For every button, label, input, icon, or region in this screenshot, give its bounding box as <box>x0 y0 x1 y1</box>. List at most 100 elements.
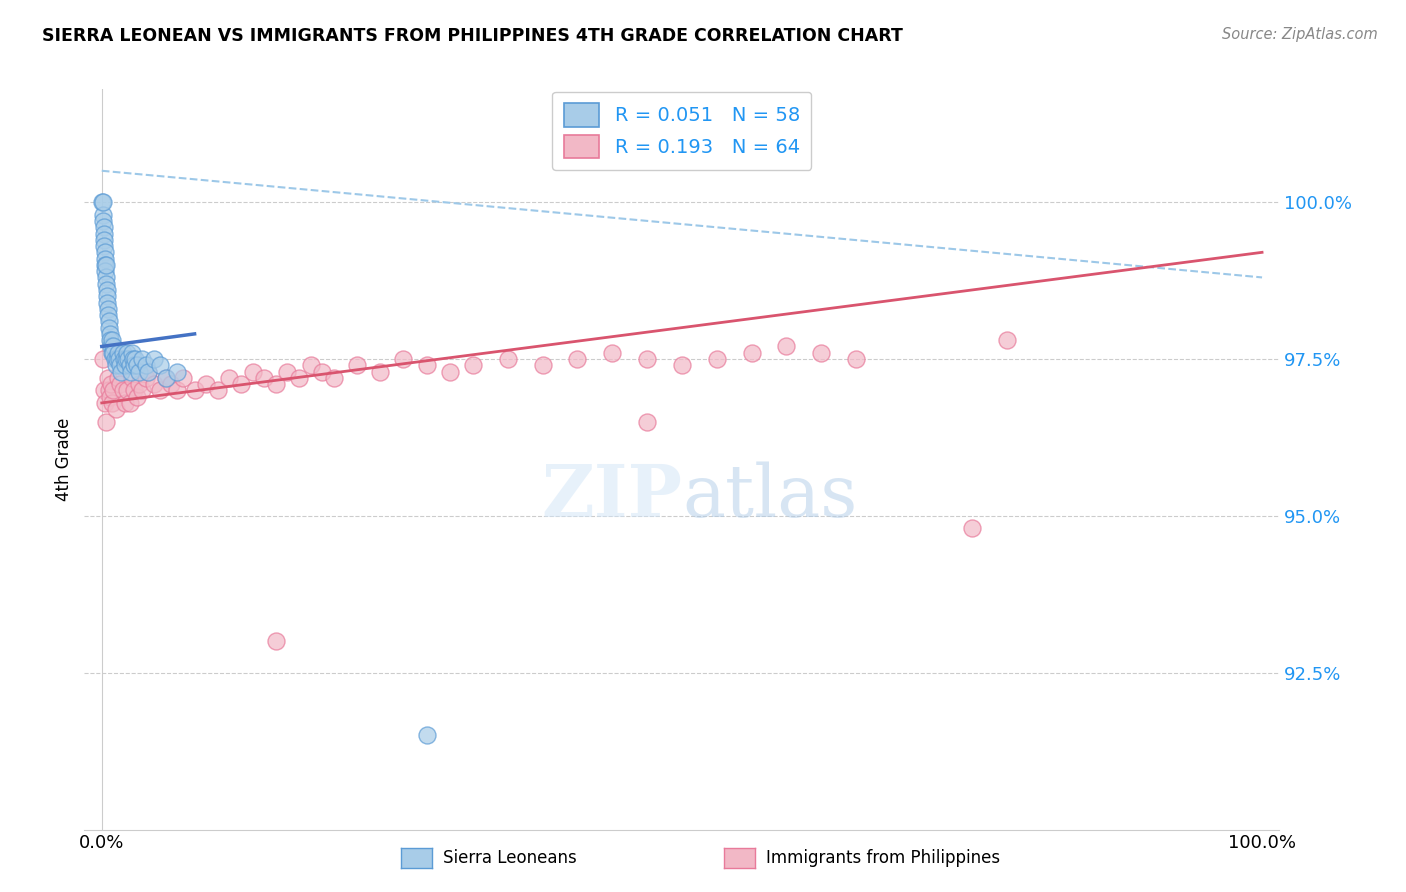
Point <box>671 358 693 372</box>
Point <box>143 377 166 392</box>
Text: ZIP: ZIP <box>541 461 682 532</box>
Point <box>125 358 148 372</box>
Point <box>346 358 368 372</box>
Y-axis label: 4th Grade: 4th Grade <box>55 417 73 501</box>
Point <box>91 195 114 210</box>
Legend: R = 0.051   N = 58, R = 0.193   N = 64: R = 0.051 N = 58, R = 0.193 N = 64 <box>553 92 811 170</box>
Point <box>93 227 115 241</box>
Point <box>104 358 127 372</box>
Point <box>114 358 136 372</box>
Point <box>97 384 120 398</box>
Point <box>91 214 114 228</box>
Point <box>100 345 122 359</box>
Point <box>135 371 157 385</box>
Point <box>96 289 118 303</box>
Point <box>117 351 139 366</box>
Point <box>392 351 415 366</box>
Point <box>94 252 117 266</box>
Point <box>118 396 141 410</box>
Point <box>531 358 554 372</box>
Point <box>93 233 115 247</box>
Point <box>110 365 132 379</box>
Point <box>439 365 461 379</box>
Point <box>299 358 322 372</box>
Point <box>311 365 333 379</box>
Point <box>103 351 125 366</box>
Point <box>122 351 145 366</box>
Point <box>172 371 194 385</box>
Point <box>195 377 218 392</box>
Point <box>94 258 117 272</box>
Point <box>143 351 166 366</box>
Point <box>100 339 122 353</box>
Point <box>121 345 143 359</box>
Point <box>264 377 287 392</box>
Point <box>121 371 143 385</box>
Point <box>242 365 264 379</box>
Point <box>706 351 728 366</box>
Point <box>97 314 120 328</box>
Point <box>101 333 124 347</box>
Point <box>105 351 128 366</box>
Point <box>104 402 127 417</box>
Point <box>322 371 344 385</box>
Point <box>741 345 763 359</box>
Point <box>103 345 125 359</box>
Text: Sierra Leoneans: Sierra Leoneans <box>443 849 576 867</box>
Point <box>276 365 298 379</box>
Point <box>117 345 139 359</box>
Point <box>166 365 188 379</box>
Point <box>111 345 134 359</box>
Point <box>636 351 658 366</box>
Point <box>101 339 124 353</box>
Point <box>107 371 129 385</box>
Point <box>97 301 120 316</box>
Point <box>120 365 142 379</box>
Point <box>135 358 157 372</box>
Point <box>845 351 868 366</box>
Point <box>810 345 832 359</box>
Point <box>96 415 118 429</box>
Text: SIERRA LEONEAN VS IMMIGRANTS FROM PHILIPPINES 4TH GRADE CORRELATION CHART: SIERRA LEONEAN VS IMMIGRANTS FROM PHILIP… <box>42 27 903 45</box>
Point <box>775 339 797 353</box>
Text: atlas: atlas <box>682 461 858 532</box>
Point <box>96 258 118 272</box>
Point <box>117 384 139 398</box>
Point <box>960 521 983 535</box>
Point <box>567 351 589 366</box>
Point <box>125 390 148 404</box>
Point <box>91 195 114 210</box>
Point <box>94 264 117 278</box>
Point <box>264 634 287 648</box>
Point <box>288 371 311 385</box>
Point <box>94 396 117 410</box>
Point <box>111 384 134 398</box>
Point <box>368 365 391 379</box>
Point <box>149 358 172 372</box>
Point <box>112 351 135 366</box>
Point <box>636 415 658 429</box>
Point <box>93 384 115 398</box>
Text: Immigrants from Philippines: Immigrants from Philippines <box>766 849 1001 867</box>
Point <box>415 358 437 372</box>
Point <box>100 333 122 347</box>
Text: Source: ZipAtlas.com: Source: ZipAtlas.com <box>1222 27 1378 42</box>
Point <box>100 377 122 392</box>
Point <box>128 377 150 392</box>
Point <box>97 371 120 385</box>
Point <box>115 351 138 366</box>
Point <box>98 326 121 341</box>
Point <box>122 358 145 372</box>
Point <box>128 365 150 379</box>
Point <box>91 351 114 366</box>
Point <box>108 351 131 366</box>
Point <box>114 396 136 410</box>
Point <box>149 384 172 398</box>
Point <box>98 320 121 334</box>
Point <box>229 377 252 392</box>
Point <box>96 295 118 310</box>
Point <box>107 345 129 359</box>
Point <box>101 396 124 410</box>
Point <box>131 384 153 398</box>
Point <box>93 239 115 253</box>
